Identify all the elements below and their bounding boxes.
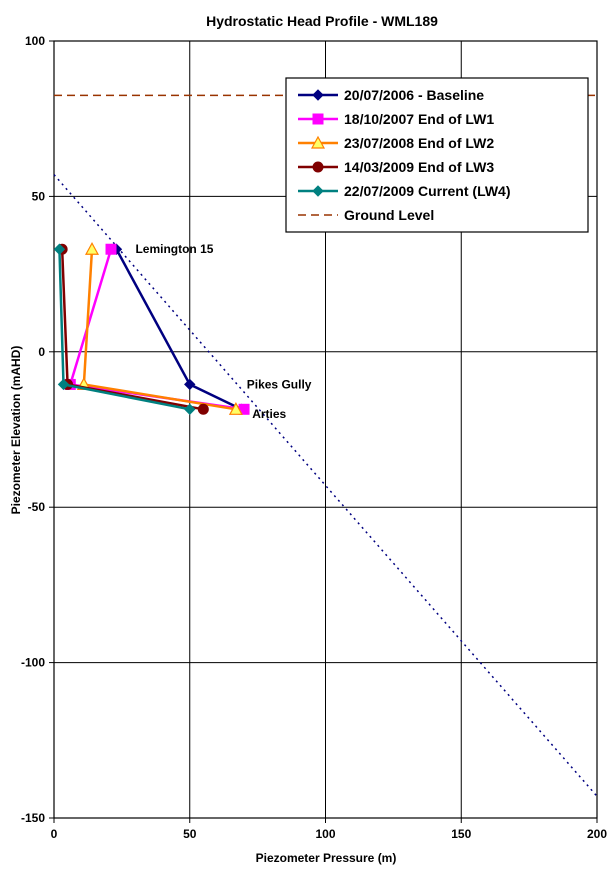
legend-box [285,77,589,233]
legend-entry: 22/07/2009 Current (LW4) [344,183,511,199]
x-tick-label: 150 [451,827,471,841]
data-point [84,241,100,255]
data-point [53,243,66,255]
annotations: Lemington 15 Pikes Gully Arties [135,242,311,421]
y-tick-label: -150 [21,811,45,825]
legend-entry: 20/07/2006 - Baseline [344,87,484,103]
data-point [57,378,70,391]
data-point [184,378,196,391]
legend-entry: 23/07/2008 End of LW2 [344,135,494,151]
data-point [105,243,117,255]
data-point [312,161,324,173]
x-tick-label: 100 [315,827,335,841]
data-point [312,89,324,101]
y-tick-label: 0 [38,345,45,359]
x-tick-label: 50 [183,827,197,841]
data-point [312,185,324,197]
series [76,241,243,415]
annotation-label: Pikes Gully [247,377,312,391]
y-tick-label: 50 [32,189,46,203]
legend: 20/07/2006 - Baseline 18/10/2007 End of L… [285,77,589,233]
series-layer [53,241,250,416]
data-point [197,403,209,415]
y-tick-label: -100 [21,656,45,670]
series [53,243,196,416]
tick-labels: 0 50 100 150 200 -150 -100 -50 0 50 100 [21,34,607,841]
data-point [228,402,243,415]
data-point [312,113,324,125]
x-tick-label: 0 [51,827,58,841]
y-axis-label: Piezometer Elevation (mAHD) [9,346,23,515]
annotation-label: Arties [252,407,286,421]
legend-entry: 14/03/2009 End of LW3 [344,159,494,175]
legend-entry: Ground Level [344,207,434,223]
series-line [115,248,242,411]
series [110,243,248,416]
y-tick-label: 100 [25,34,45,48]
legend-entry: 18/10/2007 End of LW1 [344,111,494,127]
data-point [310,135,326,149]
annotation-label: Lemington 15 [135,242,213,256]
data-point [184,403,196,416]
y-tick-label: -50 [28,500,46,514]
chart-title: Hydrostatic Head Profile - WML189 [206,13,438,29]
x-tick-label: 200 [587,827,607,841]
x-axis-label: Piezometer Pressure (m) [256,851,397,865]
